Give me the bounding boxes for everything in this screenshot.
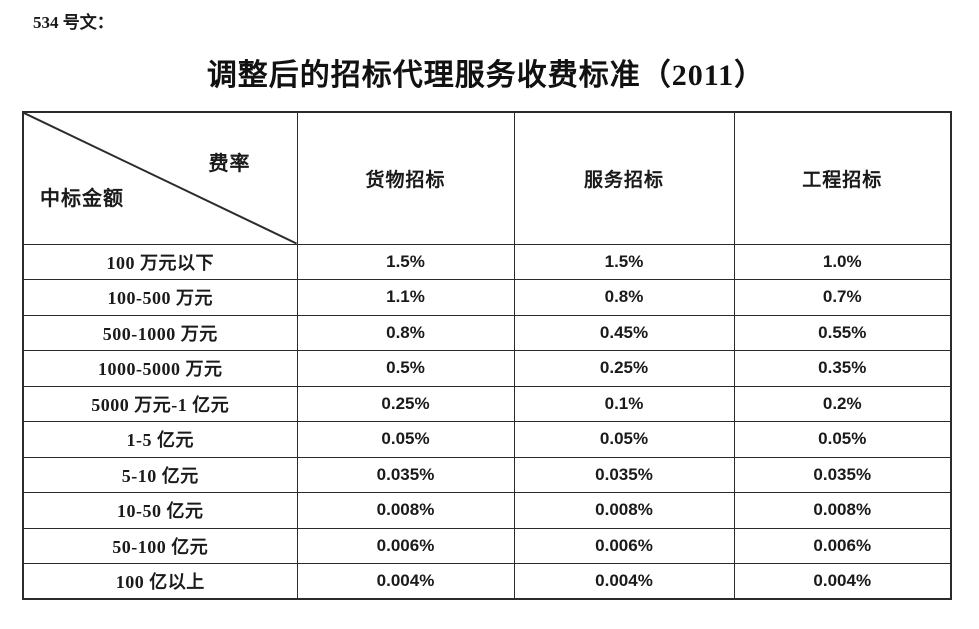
fee-cell: 0.006% (513, 527, 735, 564)
table-row: 500-1000 万元 0.8% 0.45% 0.55% (22, 314, 952, 351)
table-header-row: 费率 中标金额 货物招标 服务招标 工程招标 (22, 111, 952, 245)
fee-cell: 0.006% (733, 527, 952, 564)
fee-cell: 0.5% (296, 350, 515, 387)
fee-cell: 0.035% (513, 456, 735, 493)
row-label: 1000-5000 万元 (22, 350, 298, 387)
fee-cell: 0.35% (733, 350, 952, 387)
table-row: 100-500 万元 1.1% 0.8% 0.7% (22, 279, 952, 316)
row-label: 50-100 亿元 (22, 527, 298, 564)
fee-cell: 0.008% (733, 492, 952, 529)
column-header-engineering: 工程招标 (733, 111, 952, 245)
fee-cell: 0.006% (296, 527, 515, 564)
table-row: 100 万元以下 1.5% 1.5% 1.0% (22, 243, 952, 280)
fee-cell: 0.45% (513, 314, 735, 351)
row-label: 5000 万元-1 亿元 (22, 385, 298, 422)
fee-cell: 0.8% (513, 279, 735, 316)
fee-cell: 0.05% (733, 421, 952, 458)
row-label: 10-50 亿元 (22, 492, 298, 529)
fee-cell: 1.5% (296, 243, 515, 280)
row-label: 100 亿以上 (22, 563, 298, 600)
page-title: 调整后的招标代理服务收费标准（2011） (206, 59, 766, 92)
table-row: 1000-5000 万元 0.5% 0.25% 0.35% (22, 350, 952, 387)
fee-cell: 0.8% (296, 314, 515, 351)
corner-label-rate: 费率 (208, 153, 251, 175)
fee-cell: 0.035% (296, 456, 515, 493)
fee-cell: 1.5% (513, 243, 735, 280)
fee-rate-table: 费率 中标金额 货物招标 服务招标 工程招标 100 万元以下 1.5% 1.5… (22, 111, 952, 600)
table-row: 5000 万元-1 亿元 0.25% 0.1% 0.2% (22, 385, 952, 422)
corner-header-cell: 费率 中标金额 (22, 111, 298, 245)
row-label: 1-5 亿元 (22, 421, 298, 458)
table-row: 10-50 亿元 0.008% 0.008% 0.008% (22, 492, 952, 529)
table-row: 50-100 亿元 0.006% 0.006% 0.006% (22, 527, 952, 564)
fee-cell: 0.008% (513, 492, 735, 529)
fee-cell: 0.004% (296, 563, 515, 600)
row-label: 5-10 亿元 (22, 456, 298, 493)
fee-cell: 0.004% (513, 563, 735, 600)
row-label: 100-500 万元 (22, 279, 298, 316)
fee-cell: 0.035% (733, 456, 952, 493)
fee-cell: 0.2% (733, 385, 952, 422)
row-label: 100 万元以下 (22, 243, 298, 280)
fee-cell: 0.004% (733, 563, 952, 600)
fee-cell: 0.7% (733, 279, 952, 316)
diagonal-divider-line (24, 113, 297, 244)
fee-cell: 1.0% (733, 243, 952, 280)
row-label: 500-1000 万元 (22, 314, 298, 351)
table-row: 5-10 亿元 0.035% 0.035% 0.035% (22, 456, 952, 493)
fee-cell: 0.25% (513, 350, 735, 387)
table-row: 1-5 亿元 0.05% 0.05% 0.05% (22, 421, 952, 458)
fee-cell: 0.25% (296, 385, 515, 422)
doc-ref-label: 534 号文： (33, 13, 114, 32)
column-header-goods: 货物招标 (296, 111, 515, 245)
fee-cell: 1.1% (296, 279, 515, 316)
fee-cell: 0.05% (513, 421, 735, 458)
corner-label-amount: 中标金额 (40, 188, 124, 210)
fee-cell: 0.1% (513, 385, 735, 422)
fee-cell: 0.55% (733, 314, 952, 351)
column-header-services: 服务招标 (513, 111, 735, 245)
table-row: 100 亿以上 0.004% 0.004% 0.004% (22, 563, 952, 600)
fee-cell: 0.05% (296, 421, 515, 458)
fee-cell: 0.008% (296, 492, 515, 529)
